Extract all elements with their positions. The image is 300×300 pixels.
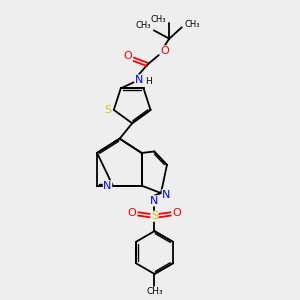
Text: CH₃: CH₃ bbox=[146, 287, 163, 296]
Text: CH₃: CH₃ bbox=[150, 15, 166, 24]
Text: N: N bbox=[135, 75, 144, 85]
Text: O: O bbox=[172, 208, 181, 218]
Text: N: N bbox=[150, 196, 159, 206]
Text: CH₃: CH₃ bbox=[184, 20, 200, 29]
Text: N: N bbox=[162, 190, 170, 200]
Text: O: O bbox=[128, 208, 136, 218]
Text: O: O bbox=[160, 46, 169, 56]
Text: O: O bbox=[124, 51, 132, 61]
Text: S: S bbox=[151, 211, 158, 221]
Text: N: N bbox=[103, 181, 112, 191]
Text: H: H bbox=[145, 77, 152, 86]
Text: S: S bbox=[104, 105, 111, 115]
Text: CH₃: CH₃ bbox=[136, 21, 151, 30]
